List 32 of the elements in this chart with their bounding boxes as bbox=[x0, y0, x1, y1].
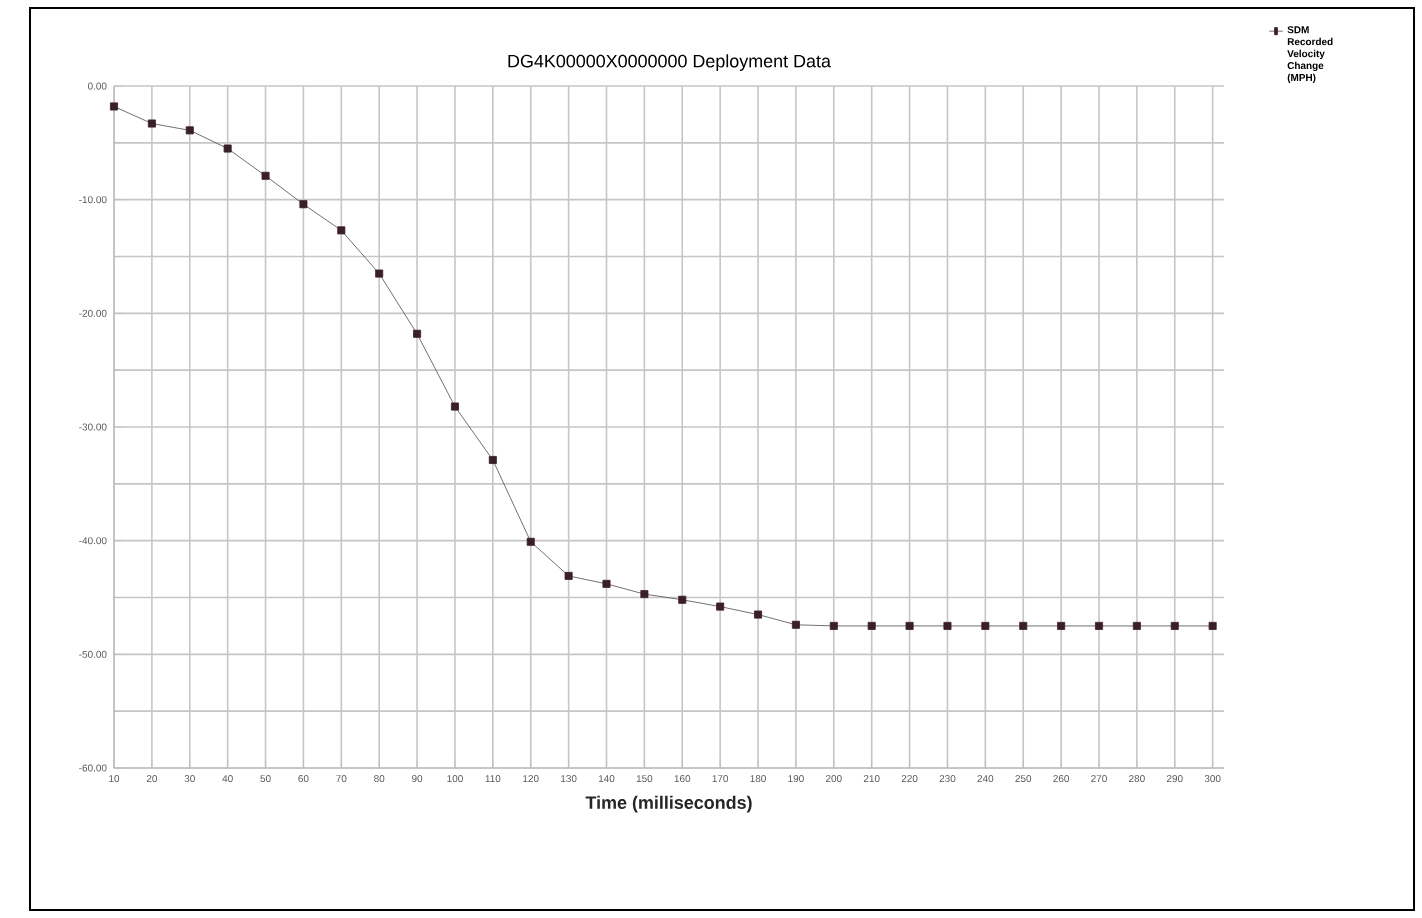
point bbox=[1019, 621, 1028, 630]
point bbox=[1132, 621, 1141, 630]
point bbox=[602, 579, 611, 588]
point bbox=[450, 402, 459, 411]
point bbox=[413, 329, 422, 338]
point bbox=[488, 455, 497, 464]
point bbox=[905, 621, 914, 630]
point bbox=[1095, 621, 1103, 630]
point bbox=[261, 171, 270, 180]
point bbox=[147, 119, 156, 128]
point bbox=[337, 226, 346, 235]
point bbox=[981, 621, 990, 630]
point bbox=[678, 595, 687, 604]
chart-title: DG4K00000X0000000 Deployment Data bbox=[508, 54, 831, 71]
point bbox=[299, 200, 308, 209]
point bbox=[640, 590, 649, 599]
point bbox=[943, 621, 952, 630]
point bbox=[185, 126, 194, 135]
point bbox=[867, 621, 876, 630]
point bbox=[526, 537, 535, 546]
point bbox=[375, 269, 384, 278]
point bbox=[716, 602, 725, 611]
point bbox=[110, 102, 118, 111]
x-axis-title: Time (milliseconds) bbox=[585, 795, 752, 813]
point bbox=[791, 620, 800, 629]
point bbox=[564, 571, 573, 580]
point bbox=[829, 621, 838, 630]
point bbox=[223, 144, 232, 153]
point bbox=[1170, 621, 1179, 630]
point bbox=[1208, 621, 1217, 630]
point bbox=[754, 610, 763, 619]
point bbox=[1057, 621, 1066, 630]
